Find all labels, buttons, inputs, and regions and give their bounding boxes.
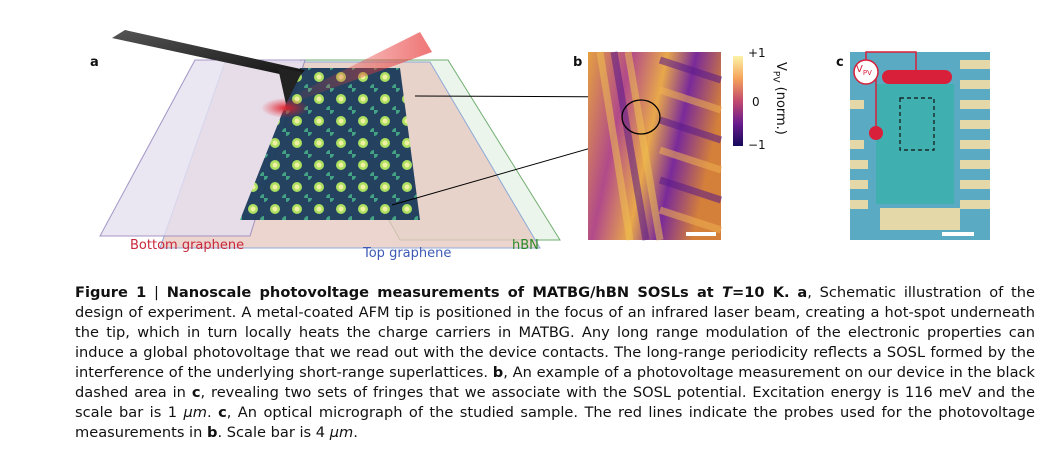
label-bottom-graphene: Bottom graphene — [130, 238, 245, 253]
optical-micrograph — [850, 51, 990, 240]
panel-c-letter: c — [836, 55, 844, 70]
hot-spot — [261, 98, 309, 118]
probe-label: VPV — [856, 64, 872, 77]
figure-label: Figure 1 — [75, 284, 147, 301]
panel-b-letter: b — [573, 55, 583, 70]
panel-a-letter: a — [90, 55, 99, 70]
photovoltage-map — [588, 51, 723, 241]
figure-caption: Figure 1 | Nanoscale photovoltage measur… — [75, 284, 1036, 441]
colorbar — [733, 56, 743, 146]
afm-tip — [112, 30, 305, 104]
colorbar-label: VPV (norm.) — [770, 62, 788, 135]
colorbar-mid: 0 — [752, 95, 760, 109]
laser-beam — [300, 32, 432, 100]
colorbar-max: +1 — [748, 46, 766, 60]
label-hbn: hBN — [512, 238, 539, 253]
figure-graphics — [99, 30, 990, 249]
colorbar-min: −1 — [748, 138, 766, 152]
label-top-graphene: Top graphene — [363, 246, 452, 261]
figure-title: Nanoscale photovoltage measurements of M… — [166, 284, 790, 301]
